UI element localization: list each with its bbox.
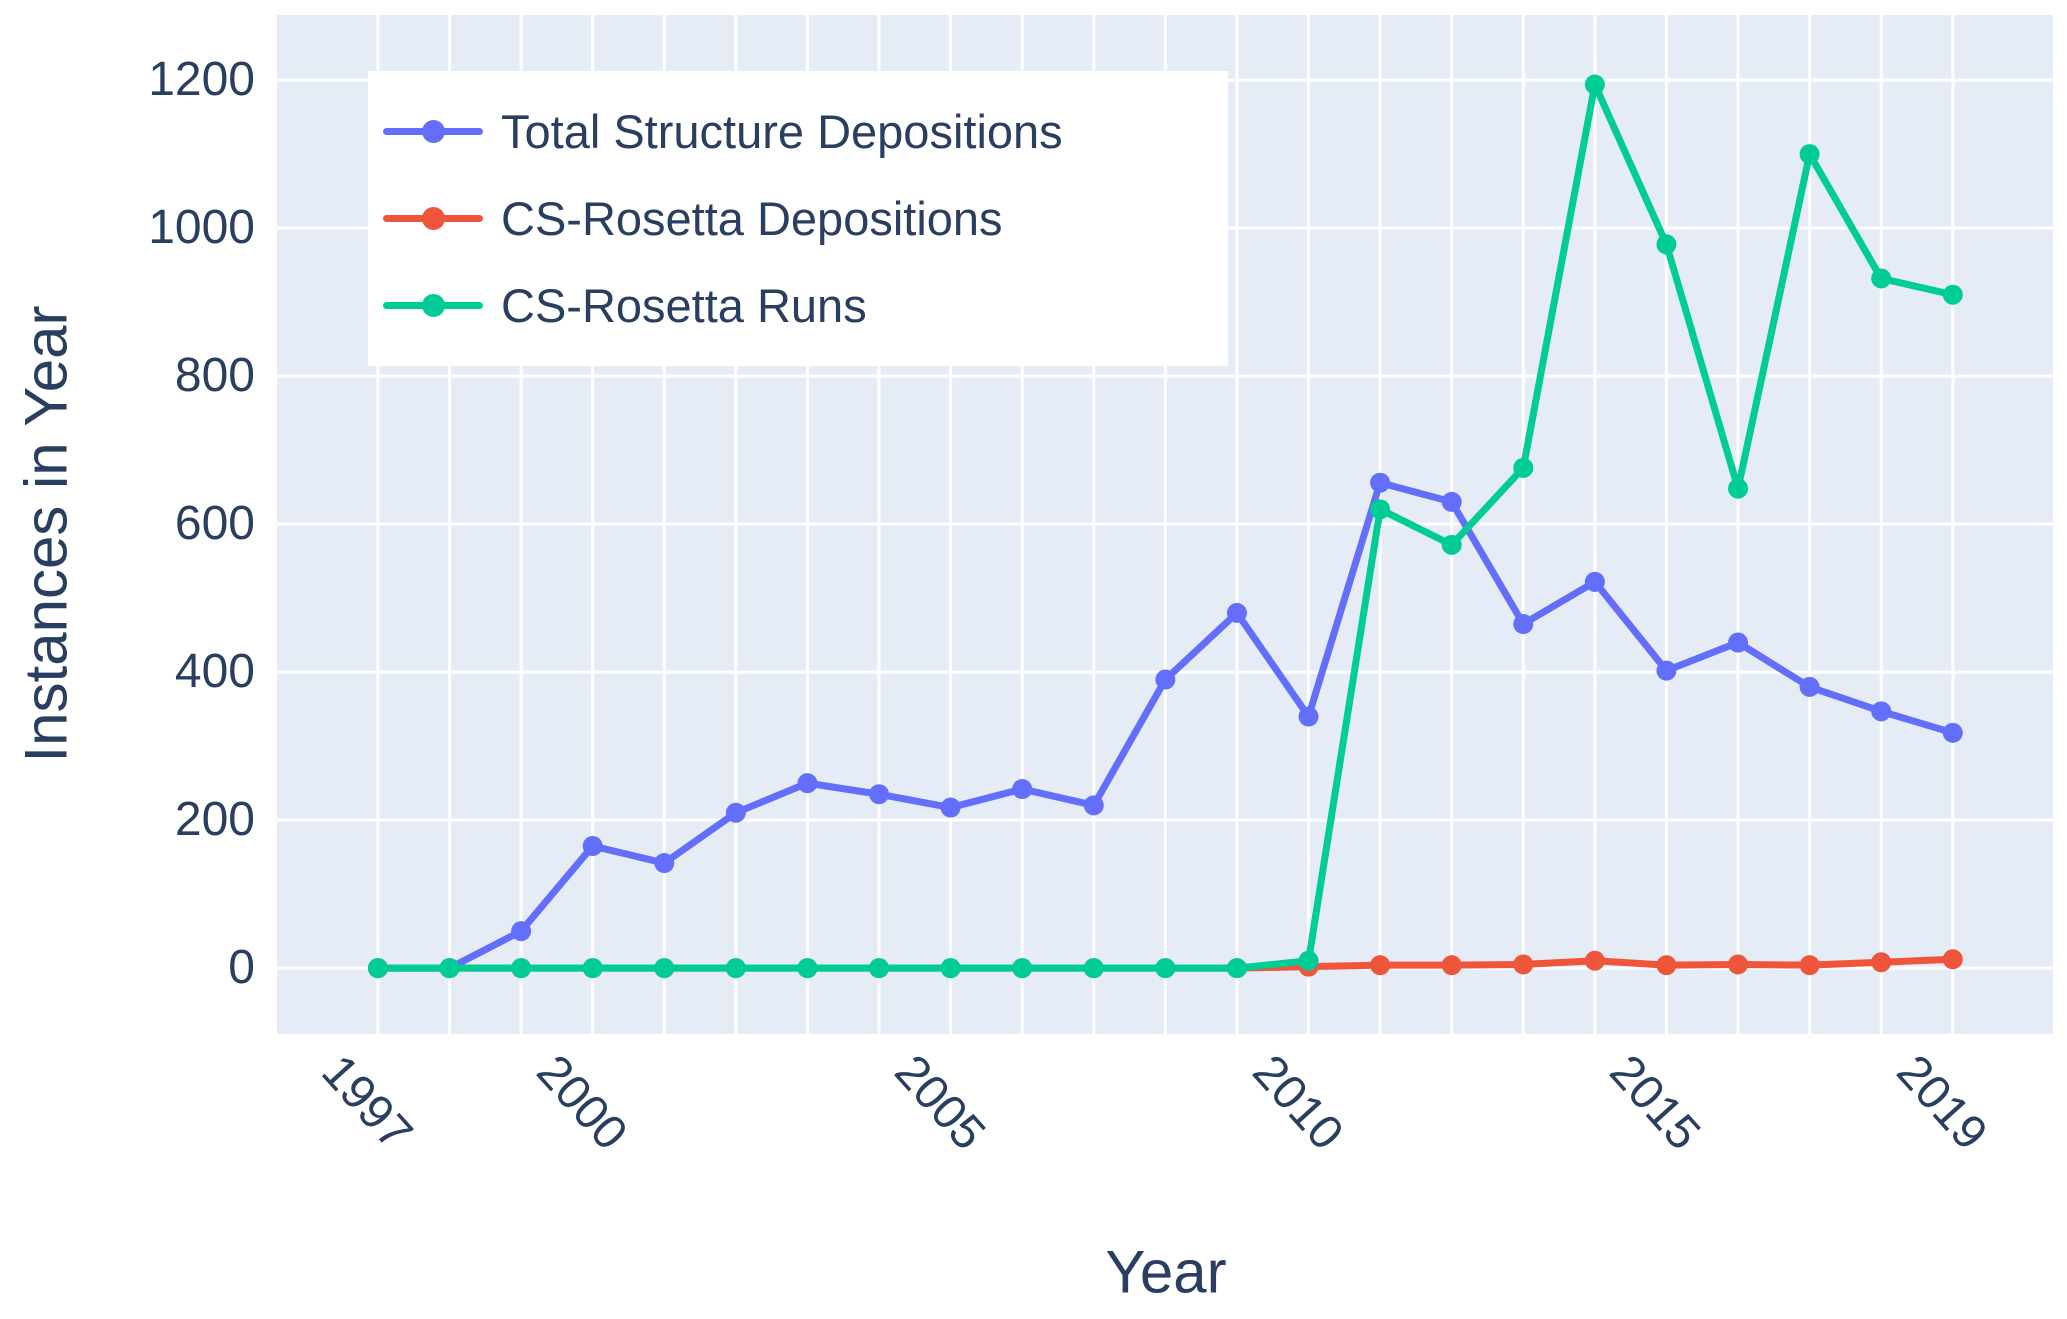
data-point-marker — [1942, 284, 1963, 305]
data-point-marker — [654, 958, 675, 979]
data-point-marker — [940, 958, 961, 979]
data-point-marker — [1441, 534, 1462, 555]
data-point-marker — [1656, 955, 1677, 976]
data-point-marker — [1942, 722, 1963, 743]
data-point-marker — [1513, 457, 1534, 478]
data-point-marker — [1799, 676, 1820, 697]
y-tick-label: 600 — [174, 497, 255, 551]
line-marker-swatch-icon — [383, 206, 483, 232]
data-point-marker — [1513, 614, 1534, 635]
data-point-marker — [582, 836, 603, 857]
data-point-marker — [1942, 949, 1963, 970]
data-point-marker — [1370, 499, 1391, 520]
data-point-marker — [511, 921, 532, 942]
data-point-marker — [1871, 701, 1892, 722]
data-point-marker — [1513, 954, 1534, 975]
data-point-marker — [1370, 955, 1391, 976]
legend-label: Total Structure Depositions — [501, 105, 1063, 158]
legend-item-cs-rosetta-depositions[interactable]: CS-Rosetta Depositions — [368, 187, 1228, 251]
data-point-marker — [797, 773, 818, 794]
data-point-marker — [1656, 660, 1677, 681]
data-point-marker — [1298, 950, 1319, 971]
y-tick-label: 200 — [174, 793, 255, 847]
y-tick-label: 400 — [174, 645, 255, 699]
data-point-marker — [367, 958, 388, 979]
data-point-marker — [1728, 954, 1749, 975]
data-point-marker — [1584, 74, 1605, 95]
data-point-marker — [1871, 952, 1892, 973]
y-tick-label: 800 — [174, 349, 255, 403]
legend: Total Structure Depositions CS-Rosetta D… — [368, 71, 1228, 366]
data-point-marker — [1083, 958, 1104, 979]
data-point-marker — [1226, 958, 1247, 979]
legend-label: CS-Rosetta Depositions — [501, 192, 1003, 245]
data-point-marker — [1441, 955, 1462, 976]
data-point-marker — [940, 797, 961, 818]
y-tick-label: 1200 — [148, 53, 255, 107]
data-point-marker — [654, 853, 675, 874]
line-marker-swatch-icon — [383, 293, 483, 319]
legend-item-cs-rosetta-runs[interactable]: CS-Rosetta Runs — [368, 274, 1228, 338]
y-tick-label: 0 — [228, 941, 255, 995]
data-point-marker — [1155, 958, 1176, 979]
data-point-marker — [869, 784, 890, 805]
data-point-marker — [797, 958, 818, 979]
data-point-marker — [511, 958, 532, 979]
data-point-marker — [1584, 571, 1605, 592]
x-axis-title: Year — [1105, 1238, 1227, 1306]
data-point-marker — [869, 958, 890, 979]
data-point-marker — [1155, 669, 1176, 690]
data-point-marker — [725, 802, 746, 823]
data-point-marker — [1799, 955, 1820, 976]
data-point-marker — [1799, 144, 1820, 165]
data-point-marker — [1728, 632, 1749, 653]
legend-item-total-structure-depositions[interactable]: Total Structure Depositions — [368, 100, 1228, 164]
data-point-marker — [1370, 472, 1391, 493]
data-point-marker — [1012, 958, 1033, 979]
data-point-marker — [1871, 268, 1892, 289]
line-marker-swatch-icon — [383, 119, 483, 145]
data-point-marker — [1441, 491, 1462, 512]
y-tick-label: 1000 — [148, 201, 255, 255]
y-axis-title: Instances in Year — [12, 305, 80, 763]
data-point-marker — [725, 958, 746, 979]
data-point-marker — [1226, 602, 1247, 623]
data-point-marker — [1728, 478, 1749, 499]
data-point-marker — [582, 958, 603, 979]
legend-label: CS-Rosetta Runs — [501, 279, 867, 332]
data-point-marker — [1083, 795, 1104, 816]
data-point-marker — [439, 958, 460, 979]
data-point-marker — [1656, 234, 1677, 255]
data-point-marker — [1012, 779, 1033, 800]
data-point-marker — [1298, 706, 1319, 727]
data-point-marker — [1584, 950, 1605, 971]
